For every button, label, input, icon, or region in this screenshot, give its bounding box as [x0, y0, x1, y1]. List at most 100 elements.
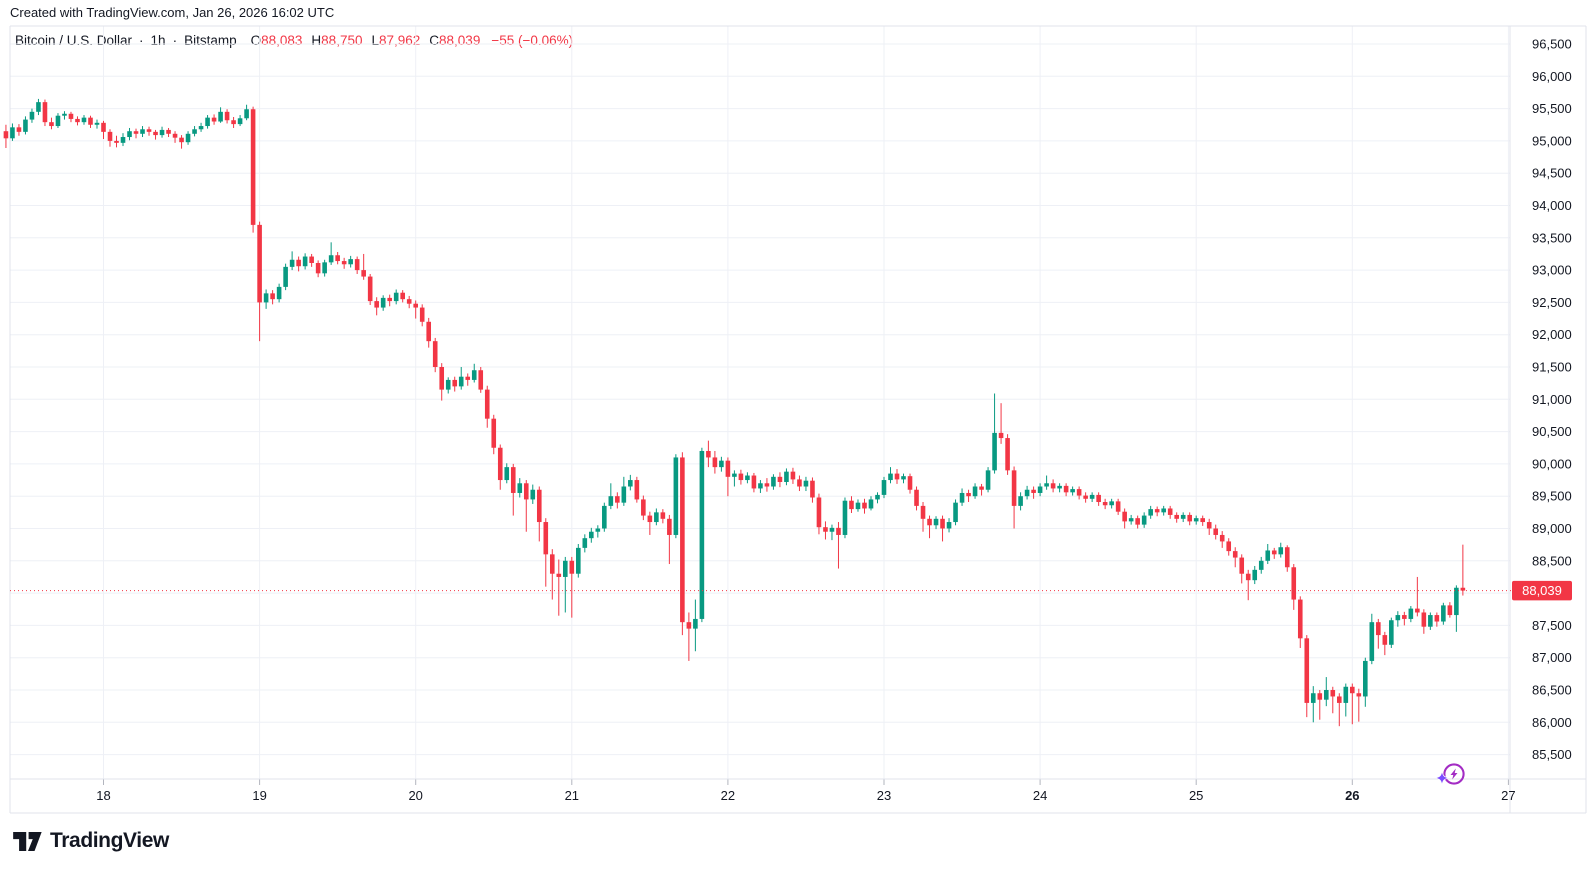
- candle-body: [628, 480, 633, 487]
- candle-up: [517, 478, 523, 498]
- candle-down: [231, 116, 236, 128]
- candle-body: [1206, 522, 1212, 529]
- candle-body: [348, 259, 353, 265]
- candle-down: [367, 273, 373, 305]
- candle-down: [224, 109, 230, 124]
- candle-down: [1226, 538, 1232, 556]
- candle-down: [1460, 544, 1466, 596]
- candle-up: [471, 363, 477, 383]
- candle-down: [1031, 486, 1036, 499]
- candle-down: [419, 304, 425, 327]
- candle-up: [393, 289, 399, 305]
- time-tick-label: 27: [1501, 788, 1515, 803]
- candle-down: [1376, 618, 1381, 649]
- candle-body: [862, 502, 867, 509]
- candle-body: [836, 527, 841, 535]
- candle-body: [296, 259, 301, 267]
- candle-up: [875, 492, 880, 504]
- candle-body: [315, 262, 321, 274]
- candle-body: [1135, 518, 1140, 525]
- candle-body: [1265, 550, 1271, 561]
- candle-down: [361, 253, 366, 280]
- candle-up: [120, 133, 126, 147]
- candle-body: [602, 505, 607, 529]
- candle-down: [166, 127, 171, 138]
- candle-down: [1447, 602, 1453, 618]
- candle-down: [641, 495, 646, 521]
- candle-body: [426, 321, 432, 342]
- candle-down: [1011, 466, 1017, 529]
- candle-up: [829, 524, 835, 541]
- candle-body: [927, 518, 932, 526]
- candle-down: [413, 300, 418, 319]
- candle-up: [1128, 514, 1134, 525]
- candle-up: [1024, 485, 1030, 500]
- candle-body: [680, 457, 685, 623]
- candle-up: [1454, 585, 1459, 632]
- candle-up: [81, 115, 87, 125]
- price-tick-label: 90,000: [1532, 456, 1572, 471]
- boost-lightning-icon[interactable]: [1434, 754, 1474, 794]
- candle-body: [1343, 686, 1349, 703]
- time-tick-label: 24: [1033, 788, 1047, 803]
- candle-down: [777, 472, 783, 488]
- candle-body: [1330, 690, 1336, 697]
- candle-body: [1200, 518, 1206, 523]
- candle-down: [680, 452, 685, 636]
- candle-body: [107, 131, 113, 141]
- candle-body: [218, 111, 223, 122]
- candle-body: [341, 261, 347, 265]
- candle-body: [1350, 686, 1355, 694]
- candle-body: [211, 117, 217, 122]
- candle-down: [1239, 554, 1245, 584]
- candle-down: [1421, 609, 1427, 634]
- tradingview-logo[interactable]: TradingView: [13, 829, 169, 853]
- candle-body: [1154, 509, 1160, 513]
- candle-body: [543, 522, 549, 555]
- candle-down: [146, 126, 152, 136]
- candle-body: [478, 370, 484, 390]
- price-tick-label: 96,000: [1532, 69, 1572, 84]
- candle-body: [1408, 608, 1414, 619]
- candle-down: [211, 114, 217, 125]
- candle-body: [263, 293, 269, 303]
- candle-body: [504, 467, 510, 481]
- candle-down: [1232, 547, 1238, 568]
- candle-body: [1297, 599, 1303, 639]
- candle-up: [159, 126, 165, 138]
- candle-body: [1226, 541, 1232, 552]
- candle-up: [10, 123, 15, 141]
- price-tick-label: 87,500: [1532, 618, 1572, 633]
- candle-body: [309, 256, 314, 263]
- candle-body: [868, 499, 874, 509]
- candle-body: [1460, 587, 1466, 591]
- candle-body: [745, 475, 750, 481]
- candle-body: [699, 450, 705, 619]
- candle-up: [530, 484, 536, 504]
- candle-down: [966, 489, 971, 503]
- candle-body: [673, 457, 679, 535]
- candle-body: [23, 119, 28, 132]
- candle-body: [146, 129, 152, 132]
- candle-body: [1304, 638, 1310, 703]
- candle-down: [1096, 492, 1101, 506]
- candle-up: [504, 463, 510, 484]
- candle-body: [1148, 509, 1153, 516]
- candle-up: [654, 508, 659, 526]
- candle-down: [484, 385, 490, 428]
- candle-down: [1083, 492, 1088, 503]
- candle-up: [576, 544, 581, 578]
- candle-body: [1434, 615, 1440, 622]
- candle-down: [1317, 690, 1323, 720]
- candle-down: [914, 486, 919, 511]
- candle-body: [400, 292, 405, 300]
- candle-body: [946, 522, 952, 529]
- candle-body: [471, 370, 477, 380]
- candle-body: [549, 554, 555, 574]
- candle-down: [1154, 506, 1160, 517]
- candle-body: [302, 256, 308, 267]
- candle-body: [1284, 547, 1290, 568]
- candle-up: [771, 474, 776, 490]
- candle-down: [1206, 518, 1212, 535]
